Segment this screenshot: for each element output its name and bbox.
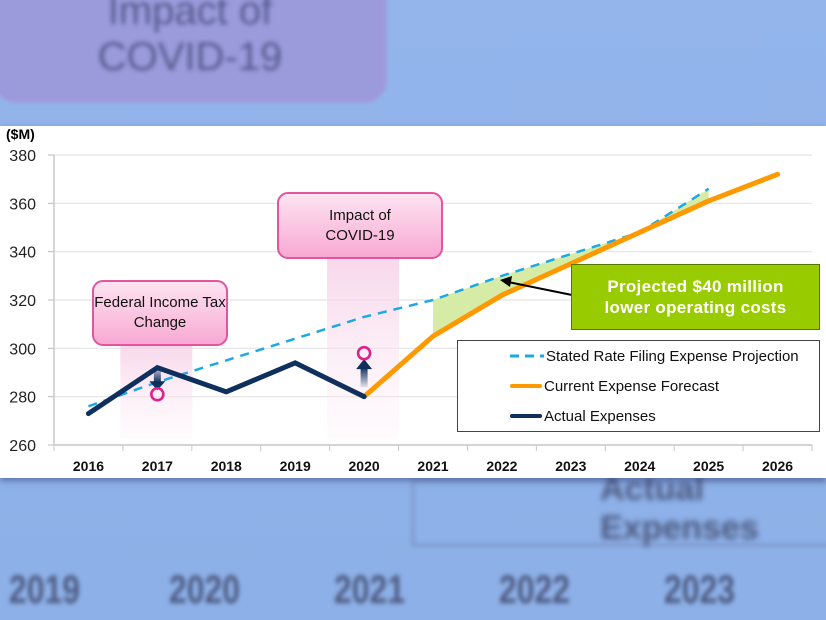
y-tick-label: 360 <box>9 196 36 213</box>
x-tick-label: 2020 <box>349 458 380 474</box>
legend-item-actual: Actual Expenses <box>458 405 656 427</box>
annotation-highlight-column <box>120 342 193 439</box>
legend-swatch-orange <box>510 384 542 388</box>
x-tick-label: 2017 <box>142 458 173 474</box>
series-line-actual-expenses <box>85 360 367 417</box>
arrow-up-icon <box>356 359 373 370</box>
blurred-year: 2019 <box>8 568 81 612</box>
x-tick-label: 2021 <box>417 458 448 474</box>
arrow-shaft <box>153 368 161 383</box>
legend-swatch-dashed-blue <box>510 354 544 358</box>
blurred-callout-box <box>0 0 386 102</box>
arrow-down-icon <box>149 381 166 391</box>
series-line-current-expense-forecast <box>361 171 781 400</box>
pointer-arrowhead-icon <box>500 276 512 287</box>
chart-legend: Stated Rate Filing Expense Projection Cu… <box>457 340 820 432</box>
callout-federal-income-tax-change: Federal Income Tax Change <box>92 280 228 346</box>
y-axis-unit-label: ($M) <box>6 126 35 142</box>
callout-impact-of-covid-19: Impact of COVID-19 <box>277 192 443 259</box>
x-tick-label: 2022 <box>486 458 517 474</box>
arrow-shaft <box>360 367 368 388</box>
x-tick-label: 2018 <box>211 458 242 474</box>
y-tick-label: 260 <box>9 438 36 455</box>
callout-covid-text: Impact of COVID-19 <box>325 206 395 244</box>
blurred-year: 2020 <box>168 568 241 612</box>
legend-label: Stated Rate Filing Expense Projection <box>546 347 799 365</box>
blurred-year-axis: 2019 2020 2021 2022 2023 <box>0 568 826 618</box>
y-tick-label: 380 <box>9 148 36 165</box>
savings-callout-text: Projected $40 million lower operating co… <box>604 277 787 317</box>
blurred-year: 2023 <box>663 568 736 612</box>
x-tick-label: 2025 <box>693 458 724 474</box>
blurred-legend-box <box>412 480 826 546</box>
callout-tax-text: Federal Income Tax Change <box>94 294 226 331</box>
y-tick-label: 340 <box>9 245 36 262</box>
legend-item-projection: Stated Rate Filing Expense Projection <box>458 345 799 367</box>
y-tick-label: 320 <box>9 293 36 310</box>
x-tick-label: 2023 <box>555 458 586 474</box>
annotation-marker-circle <box>356 345 372 361</box>
legend-item-forecast: Current Expense Forecast <box>458 375 719 397</box>
savings-callout-box: Projected $40 million lower operating co… <box>571 264 820 330</box>
blurred-callout-text: Impact of COVID-19 <box>97 0 283 79</box>
annotation-marker-circle <box>150 386 165 402</box>
series-line-stated-rate-projection <box>88 187 710 408</box>
x-tick-label: 2024 <box>624 458 655 474</box>
x-tick-label: 2016 <box>73 458 104 474</box>
blurred-year: 2021 <box>333 568 406 612</box>
y-tick-label: 280 <box>9 390 36 407</box>
blurred-year: 2022 <box>498 568 571 612</box>
y-tick-label: 300 <box>9 341 36 358</box>
legend-label: Current Expense Forecast <box>544 377 720 395</box>
legend-label: Actual Expenses <box>544 407 656 425</box>
x-tick-label: 2019 <box>280 458 311 474</box>
x-tick-label: 2026 <box>762 458 793 474</box>
legend-swatch-navy <box>510 414 542 418</box>
pointer-arrow-line <box>507 281 573 296</box>
